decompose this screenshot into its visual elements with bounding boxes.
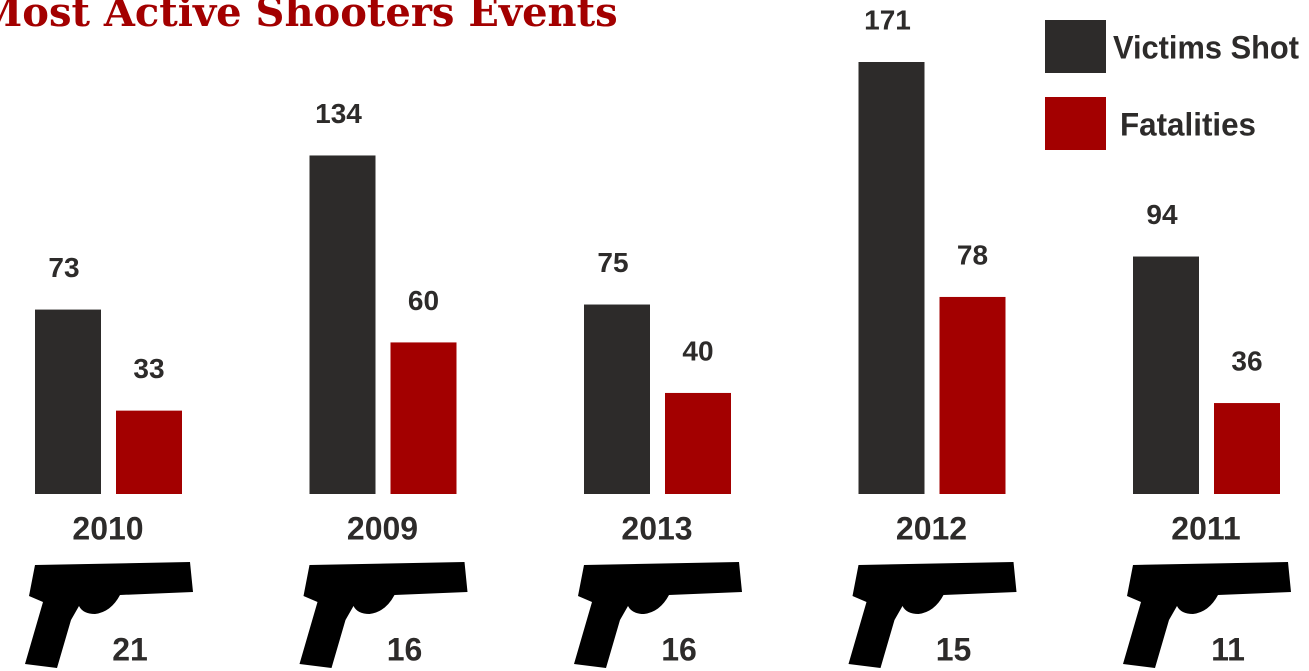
value-label: 171 — [864, 4, 911, 35]
event-count: 16 — [387, 631, 423, 667]
legend-swatch — [1045, 97, 1106, 150]
gun-icon — [299, 562, 468, 668]
bar — [939, 296, 1006, 494]
x-tick-label: 2009 — [347, 510, 418, 546]
event-count: 15 — [936, 631, 972, 667]
bar — [1133, 256, 1199, 494]
legend-label: Fatalities — [1120, 106, 1256, 142]
legend-swatch — [1045, 20, 1106, 73]
x-tick-label: 2011 — [1171, 510, 1240, 546]
bar — [35, 309, 101, 494]
gun-icon — [848, 562, 1017, 668]
bar — [1214, 403, 1280, 494]
value-label: 75 — [597, 247, 628, 278]
chart-title: Most Active Shooters Events — [0, 0, 618, 36]
bar — [584, 304, 650, 494]
event-count: 11 — [1211, 631, 1245, 667]
gun-icon — [1123, 562, 1291, 668]
bar — [116, 410, 182, 494]
x-tick-label: 2012 — [896, 510, 967, 546]
value-label: 134 — [315, 98, 362, 129]
value-label: 40 — [682, 335, 713, 366]
gun-icon — [25, 562, 193, 668]
bar — [309, 155, 376, 494]
value-label: 36 — [1231, 345, 1262, 376]
legend-label: Victims Shot — [1113, 29, 1299, 65]
gun-icon — [574, 562, 742, 668]
bar — [665, 392, 731, 494]
event-count: 21 — [112, 631, 148, 667]
x-tick-label: 2010 — [72, 510, 143, 546]
value-label: 78 — [957, 239, 988, 270]
event-count: 16 — [661, 631, 697, 667]
x-tick-label: 2013 — [621, 510, 692, 546]
value-label: 60 — [408, 285, 439, 316]
bar — [858, 62, 925, 494]
bar — [390, 342, 457, 494]
value-label: 94 — [1146, 199, 1178, 230]
value-label: 33 — [133, 353, 164, 384]
value-label: 73 — [48, 252, 79, 283]
